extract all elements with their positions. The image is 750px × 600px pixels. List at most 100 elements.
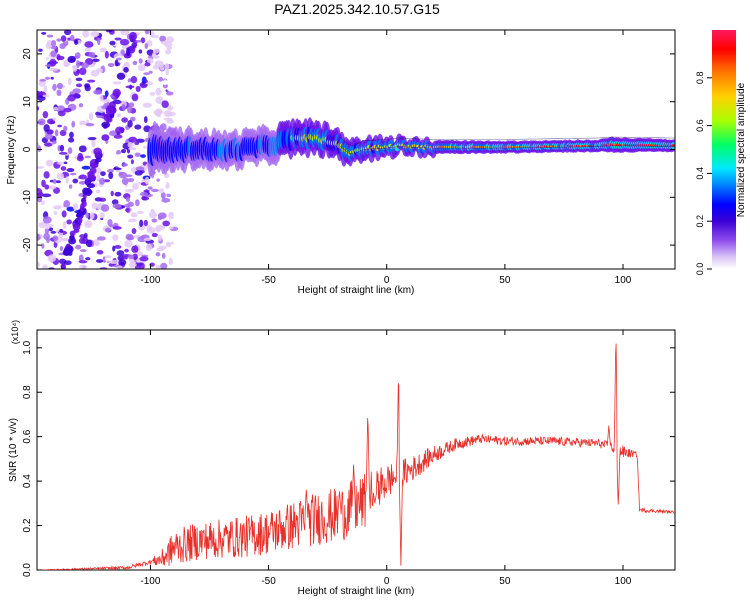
spectrogram-cell bbox=[152, 35, 160, 39]
spectrogram-cell bbox=[81, 165, 91, 170]
spectrogram-cell bbox=[112, 167, 122, 171]
spectrogram-cell bbox=[128, 147, 137, 151]
spectrogram-cell bbox=[122, 163, 128, 167]
spectrogram-cell bbox=[162, 83, 168, 89]
colorbar-tick-label: 0.4 bbox=[695, 167, 705, 180]
spectrogram-cell bbox=[109, 40, 116, 46]
spectrogram-cell bbox=[85, 122, 95, 127]
spectrogram-cell bbox=[130, 159, 134, 165]
spectrogram-cell bbox=[118, 171, 123, 176]
spectrogram-cell bbox=[76, 155, 84, 162]
spectrogram-cell bbox=[121, 117, 129, 123]
spectrogram-cell bbox=[125, 208, 130, 213]
spectrogram-cell bbox=[53, 205, 62, 210]
spectrogram-cell bbox=[77, 216, 83, 224]
spectrogram-cell bbox=[60, 263, 66, 269]
spectrogram-cell bbox=[143, 219, 148, 227]
spectrogram-x-label: Height of straight line (km) bbox=[298, 285, 415, 296]
spectrogram-cell bbox=[116, 72, 126, 80]
spectrogram-cell bbox=[84, 84, 91, 92]
spectrogram-cell bbox=[59, 228, 63, 233]
spectrogram-cell bbox=[124, 248, 129, 253]
spectrogram-cell bbox=[104, 50, 109, 59]
snr-scale-note: (x10⁴) bbox=[10, 320, 20, 344]
spectrogram-cell bbox=[61, 210, 67, 218]
spectrogram-cell bbox=[104, 255, 112, 259]
spectrogram-cell bbox=[46, 236, 50, 244]
snr-x-ticks: -100 -50 0 50 100 bbox=[140, 330, 632, 587]
spectrogram-cell bbox=[160, 192, 166, 199]
spectrogram-cell bbox=[38, 221, 48, 228]
spectrogram-cell bbox=[150, 208, 155, 214]
spectrogram-cell bbox=[118, 259, 127, 266]
spectrogram-cell bbox=[114, 37, 122, 41]
spectrogram-cell bbox=[165, 68, 170, 76]
spectrogram-cell bbox=[129, 31, 138, 41]
x-tick-label: -100 bbox=[140, 576, 160, 587]
spectrogram-cell bbox=[121, 103, 126, 111]
spectrogram-cell bbox=[107, 63, 115, 68]
spectrogram-cell bbox=[87, 136, 97, 141]
spectrogram-cell bbox=[125, 85, 135, 89]
spectrogram-cell bbox=[159, 35, 167, 42]
spectrogram-cell bbox=[48, 67, 58, 72]
spectrogram-cell bbox=[142, 102, 152, 108]
spectrogram-cell bbox=[100, 171, 106, 177]
spectrogram-cell bbox=[671, 144, 675, 147]
spectrogram-cell bbox=[158, 245, 167, 250]
spectrogram-cell bbox=[41, 179, 46, 188]
colorbar-ticks: 0.0 0.2 0.4 0.6 0.8 bbox=[695, 72, 712, 275]
spectrogram-cell bbox=[37, 90, 41, 98]
spectrogram-cell bbox=[151, 232, 158, 238]
spectrogram-cell bbox=[75, 77, 83, 82]
spectrogram-cell bbox=[45, 159, 54, 167]
spectrogram-cell bbox=[112, 81, 122, 85]
snr-y-label: SNR (10 * v/v) bbox=[8, 418, 19, 482]
spectrogram-cell bbox=[127, 178, 135, 183]
spectrogram-cell bbox=[135, 199, 140, 207]
spectrogram-cell bbox=[37, 142, 40, 147]
spectrogram-cell bbox=[53, 106, 59, 111]
spectrogram-cell bbox=[120, 149, 127, 154]
spectrogram-cell bbox=[125, 174, 133, 178]
spectrogram-cell bbox=[66, 219, 72, 225]
spectrogram-cell bbox=[91, 202, 98, 210]
spectrogram-cell bbox=[116, 153, 125, 159]
spectrogram-cell bbox=[130, 212, 138, 218]
spectrogram-cell bbox=[84, 220, 93, 228]
y-tick-label: 0.4 bbox=[22, 474, 33, 488]
spectrogram-cell bbox=[128, 136, 138, 143]
spectrogram-cell bbox=[96, 250, 104, 255]
spectrogram-cell bbox=[52, 178, 57, 184]
colorbar-label: Normalized spectral amplitude bbox=[736, 82, 747, 217]
spectrogram-cell bbox=[59, 245, 64, 252]
spectrogram-cell bbox=[155, 200, 162, 209]
spectrogram-cell bbox=[67, 147, 73, 155]
spectrogram-cell bbox=[52, 83, 57, 91]
spectrogram-cell bbox=[112, 226, 122, 230]
spectrogram-cell bbox=[121, 205, 126, 209]
spectrogram-cell bbox=[122, 256, 129, 260]
spectrogram-cell bbox=[37, 233, 41, 241]
spectrogram-cell bbox=[148, 70, 153, 74]
spectrogram-cell bbox=[44, 149, 51, 154]
spectrogram-cell bbox=[152, 48, 160, 54]
spectrogram-cell bbox=[62, 221, 67, 229]
spectrogram-cell bbox=[163, 61, 171, 65]
spectrogram-cell bbox=[60, 35, 67, 42]
colorbar-gradient bbox=[712, 30, 736, 269]
spectrogram-cell bbox=[57, 124, 62, 128]
spectrogram-cell bbox=[85, 239, 93, 248]
spectrogram-cell bbox=[116, 250, 125, 257]
spectrogram-cell bbox=[99, 47, 108, 53]
spectrogram-cell bbox=[52, 235, 59, 241]
spectrogram-cell bbox=[135, 166, 145, 171]
spectrogram-cell bbox=[69, 131, 74, 139]
spectrogram-cell bbox=[63, 199, 71, 208]
spectrogram-cell bbox=[157, 212, 167, 219]
spectrogram-cell bbox=[38, 48, 43, 52]
spectrogram-cell bbox=[90, 69, 100, 77]
spectrogram-cell bbox=[43, 85, 48, 93]
spectrogram-cell bbox=[116, 57, 123, 61]
